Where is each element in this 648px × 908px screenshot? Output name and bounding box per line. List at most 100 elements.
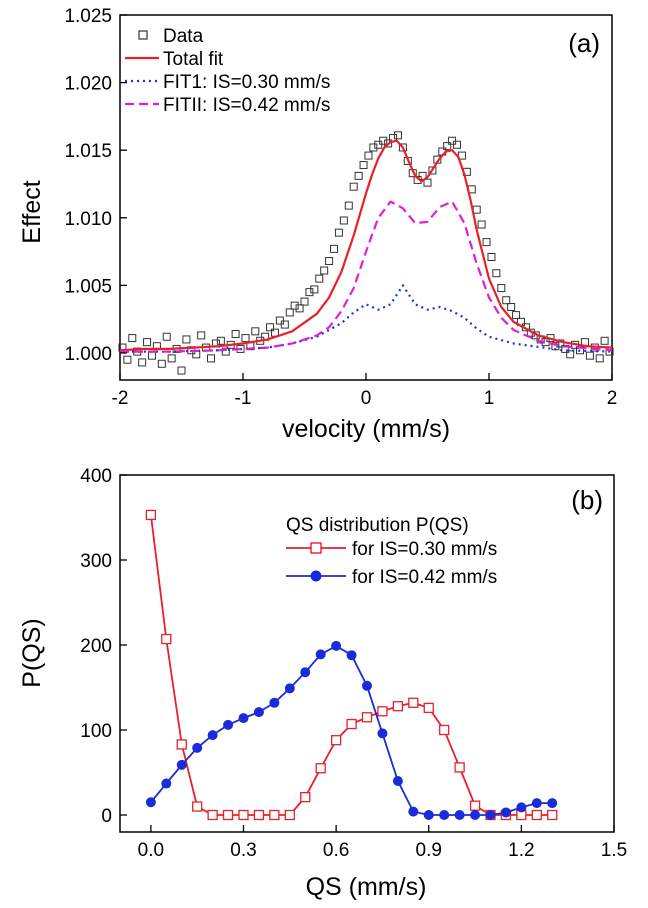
data-point [207,809,218,821]
data-point [290,301,299,310]
data-point [221,347,230,356]
panel-b-y-tick-label: 300 [80,551,112,572]
panel-a-y-tick-label: 1.015 [64,141,112,162]
data-point [222,809,234,821]
data-point [330,735,342,746]
data-point [516,802,527,813]
data-point [547,798,558,809]
panel-b-y-tick-label: 100 [80,721,112,742]
data-point [161,633,172,645]
data-point [344,201,353,210]
data-point [470,810,481,820]
data-point [454,762,465,773]
data-point [423,810,434,820]
data-point [330,244,339,253]
series-total-fit-line [119,139,613,352]
data-point [167,354,176,363]
data-point [512,311,521,320]
data-point [379,136,388,145]
panel-b-ticks: 0.0 0.3 0.6 0.9 1.2 1.5 0 100 200 300 400 [80,466,627,861]
data-point [300,667,311,678]
data-point [492,269,501,278]
data-point [472,205,481,214]
data-point [192,742,203,753]
data-point [305,288,314,297]
panel-a-y-tick-label: 1.000 [64,344,112,365]
data-point [138,358,147,367]
series-is042 [145,640,558,820]
panel-a-x-tick-label: 0 [361,388,372,409]
panel-b-y-axis-label: P(QS) [18,618,46,687]
data-point [392,701,404,712]
data-point [269,809,280,821]
data-point [177,366,186,375]
data-point [123,355,132,364]
series-is030-line [150,514,553,816]
panel-a-x-tick-label: 1 [484,388,495,409]
panel-a-x-tick-label: -1 [235,388,252,409]
data-point [207,730,218,741]
legend-label-is042: for IS=0.42 mm/s [352,567,497,588]
data-point [162,332,171,341]
legend-label-is030: for IS=0.30 mm/s [352,539,497,560]
data-point [197,331,206,340]
panel-b-x-tick-label: 0.0 [138,840,164,861]
data-point [502,296,511,305]
data-point [585,351,594,360]
data-point [157,359,166,368]
data-point [392,776,403,786]
panel-a-series [118,131,614,375]
data-point [547,809,558,821]
data-point [143,338,152,347]
data-point [364,151,373,160]
panel-a-y-tick-label: 1.020 [64,74,112,95]
data-point [315,274,324,283]
panel-a-x-axis-label: velocity (mm/s) [282,415,450,443]
data-point [477,220,486,229]
series-fit1-line [120,284,613,353]
data-point [269,697,280,708]
data-point [216,336,225,345]
data-point [359,161,368,170]
data-point [275,316,284,325]
data-point [320,266,329,275]
data-point [346,650,357,661]
data-point [145,509,157,521]
panel-b-y-tick-label: 200 [80,636,112,657]
panel-a-y-tick-label: 1.025 [64,6,112,27]
data-point [374,140,383,149]
legend-swatch-is042-marker [310,570,322,582]
panel-b-legend: QS distribution P(QS) for IS=0.30 mm/s f… [286,515,497,588]
data-point [145,797,156,808]
data-point [266,323,275,332]
data-point [377,728,388,739]
data-point [223,719,234,730]
panel-a-legend: Data Total fit FIT1: IS=0.30 mm/s FITII:… [125,26,330,116]
data-point [439,810,450,820]
data-point [369,143,378,152]
data-point [423,178,432,187]
data-point [600,336,609,345]
data-point [295,304,304,313]
data-point [469,800,481,811]
data-point [453,140,462,149]
panel-a: -2 -1 0 1 2 1.000 1.005 1.010 1.015 1.020 1.025 (a… [18,6,617,443]
data-point [241,334,250,343]
data-point [238,809,249,821]
panel-b-y-tick-label: 0 [101,806,112,827]
data-point [384,139,393,148]
data-point [238,713,249,724]
legend-label-total-fit: Total fit [163,49,224,70]
panel-b-x-tick-label: 0.6 [323,840,349,861]
data-point [334,228,343,237]
panel-a-y-axis-label: Effect [18,180,46,244]
legend-swatch-data [138,30,148,40]
data-point [354,171,363,180]
data-point [482,238,491,247]
data-point [253,707,264,718]
panel-b-y-tick-label: 400 [80,466,112,487]
data-point [192,801,203,812]
data-point [161,778,172,789]
data-point [176,759,187,770]
